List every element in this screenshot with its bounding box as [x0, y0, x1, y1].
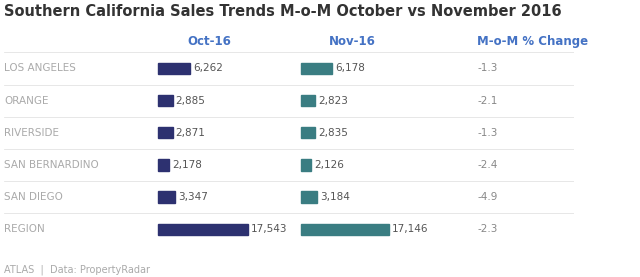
Bar — [158, 224, 248, 235]
Text: Oct-16: Oct-16 — [188, 35, 231, 48]
Text: M-o-M % Change: M-o-M % Change — [477, 35, 588, 48]
Text: -2.1: -2.1 — [477, 96, 498, 106]
Text: 17,146: 17,146 — [392, 224, 428, 234]
Text: RIVERSIDE: RIVERSIDE — [4, 128, 59, 138]
Text: 2,871: 2,871 — [175, 128, 205, 138]
Text: -1.3: -1.3 — [477, 128, 498, 138]
Text: Southern California Sales Trends M-o-M October vs November 2016: Southern California Sales Trends M-o-M O… — [4, 4, 562, 19]
Bar — [301, 127, 315, 138]
Text: LOS ANGELES: LOS ANGELES — [4, 63, 76, 73]
Text: 2,126: 2,126 — [314, 160, 344, 170]
Bar — [158, 95, 173, 106]
Text: 2,835: 2,835 — [318, 128, 348, 138]
Text: 3,347: 3,347 — [178, 192, 208, 202]
Bar — [301, 63, 332, 74]
Text: REGION: REGION — [4, 224, 45, 234]
Text: -2.4: -2.4 — [477, 160, 498, 170]
Bar — [158, 127, 173, 138]
Text: 2,885: 2,885 — [176, 96, 205, 106]
Text: 3,184: 3,184 — [320, 192, 349, 202]
Text: -2.3: -2.3 — [477, 224, 498, 234]
Bar — [301, 95, 315, 106]
Bar — [301, 224, 388, 235]
Bar — [158, 159, 169, 171]
Text: -4.9: -4.9 — [477, 192, 498, 202]
Text: Nov-16: Nov-16 — [328, 35, 375, 48]
Text: -1.3: -1.3 — [477, 63, 498, 73]
Text: 2,178: 2,178 — [172, 160, 202, 170]
Bar — [158, 191, 175, 203]
Bar — [301, 159, 312, 171]
Text: ATLAS  |  Data: PropertyRadar: ATLAS | Data: PropertyRadar — [4, 265, 150, 275]
Text: SAN DIEGO: SAN DIEGO — [4, 192, 63, 202]
Text: SAN BERNARDINO: SAN BERNARDINO — [4, 160, 99, 170]
Text: 6,178: 6,178 — [335, 63, 365, 73]
Bar — [301, 191, 317, 203]
Bar — [158, 63, 190, 74]
Text: 2,823: 2,823 — [318, 96, 348, 106]
Text: 6,262: 6,262 — [193, 63, 223, 73]
Text: ORANGE: ORANGE — [4, 96, 49, 106]
Text: 17,543: 17,543 — [251, 224, 287, 234]
